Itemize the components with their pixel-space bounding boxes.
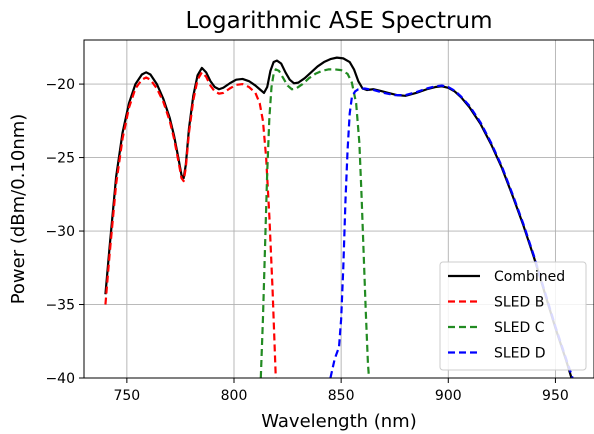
legend-box <box>439 261 587 371</box>
legend-label: Combined <box>494 269 565 285</box>
series-line-sled-d <box>329 84 574 378</box>
plot-frame <box>83 39 594 379</box>
x-tick-label: 850 <box>328 388 355 404</box>
x-tick-label: 950 <box>542 388 569 404</box>
y-tick-label: −25 <box>45 151 75 167</box>
x-tick-label: 800 <box>221 388 248 404</box>
legend-label: SLED D <box>494 346 546 362</box>
legend-label: SLED B <box>494 295 544 311</box>
x-axis-ticks: 750 800 850 900 950 <box>113 378 569 404</box>
x-tick-label: 750 <box>113 388 140 404</box>
y-tick-label: −30 <box>45 224 75 240</box>
x-axis-label: Wavelength (nm) <box>261 411 417 432</box>
legend: Combined SLED B SLED C SLED D <box>439 261 587 371</box>
y-axis-label: Power (dBm/0.10nm) <box>8 114 29 305</box>
y-axis-ticks: −40 −35 −30 −25 −20 <box>45 77 84 387</box>
legend-label: SLED C <box>494 320 545 336</box>
chart-title: Logarithmic ASE Spectrum <box>186 8 493 34</box>
y-tick-label: −35 <box>45 298 75 314</box>
series-line-sled-b <box>104 71 277 378</box>
y-tick-label: −20 <box>45 77 75 93</box>
series-line-sled-c <box>259 68 371 378</box>
y-tick-label: −40 <box>45 371 75 387</box>
series-lines <box>104 56 574 378</box>
x-tick-label: 900 <box>435 388 462 404</box>
